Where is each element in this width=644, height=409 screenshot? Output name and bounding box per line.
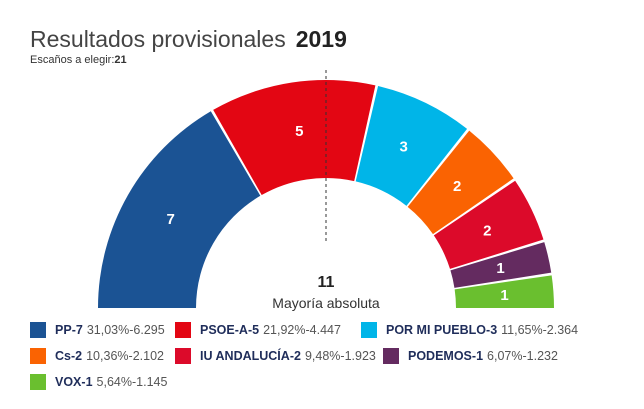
legend-separator: - (471, 349, 477, 363)
legend-votes: 2.364 (546, 323, 579, 337)
legend-swatch (175, 322, 191, 338)
arc-layer (98, 79, 554, 308)
legend-votes: 6.295 (133, 323, 165, 337)
legend-seats: 1 (85, 375, 93, 389)
legend-seats: 2 (75, 349, 83, 363)
legend-separator: - (129, 323, 134, 337)
legend-separator: - (305, 323, 310, 337)
arc-label-psoe-a: 5 (295, 123, 303, 140)
legend-item-cs: Cs - 2 10,36% - 2.102 (30, 348, 164, 364)
legend-swatch (30, 322, 46, 338)
legend-item-psoe-a: PSOE-A - 5 21,92% - 4.447 (175, 322, 341, 338)
legend-votes: 1.923 (344, 349, 376, 363)
legend-percent: 10,36% (86, 349, 129, 363)
arc-label-vox: 1 (500, 287, 508, 304)
legend-party-name: PSOE-A (200, 323, 248, 337)
legend-swatch (383, 348, 399, 364)
legend-separator: - (70, 349, 76, 363)
legend-swatch (30, 348, 46, 364)
arc-por-mi-pueblo (355, 86, 468, 206)
legend-percent: 5,64% (96, 375, 132, 389)
arc-psoe-a (213, 79, 376, 196)
legend-party-name: VOX (55, 375, 82, 389)
legend-party-name: IU ANDALUCÍA (200, 349, 290, 363)
legend-item-podemos: PODEMOS - 1 6,07% - 1.232 (383, 348, 558, 364)
legend-seats: 2 (293, 349, 301, 363)
page-title: Resultados provisionales 2019 (30, 26, 347, 53)
legend-swatch (30, 374, 46, 390)
legend-separator: - (71, 323, 76, 337)
legend-item-por-mi-pueblo: POR MI PUEBLO - 3 11,65% - 2.364 (361, 322, 578, 338)
legend-separator: - (289, 349, 294, 363)
legend-separator: - (247, 323, 253, 337)
legend-seats: 7 (75, 323, 83, 337)
legend-percent: 21,92% (263, 323, 306, 337)
legend-item-vox: VOX - 1 5,64% - 1.145 (30, 374, 167, 390)
legend-separator: - (131, 375, 137, 389)
legend-item-pp: PP - 7 31,03% - 6.295 (30, 322, 165, 338)
legend-seats: 3 (490, 323, 498, 337)
arc-label-pp: 7 (167, 211, 175, 228)
seats-label: Escaños a elegir: (30, 54, 115, 66)
legend-seats: 1 (476, 349, 484, 363)
arc-label-podemos: 1 (496, 260, 504, 277)
legend-votes: 2.102 (132, 349, 164, 363)
legend-votes: 4.447 (309, 323, 341, 337)
arc-iu-andaluc-a (433, 180, 544, 269)
legend-percent: 6,07% (487, 349, 523, 363)
legend-item-iu-andaluc-a: IU ANDALUCÍA - 2 9,48% - 1.923 (175, 348, 376, 364)
legend-separator: - (486, 323, 491, 337)
legend-votes: 1.145 (136, 375, 168, 389)
chart-header: Resultados provisionales 2019 Escaños a e… (30, 26, 347, 66)
arc-label-cs: 2 (453, 178, 461, 195)
legend-percent: 9,48% (304, 349, 341, 363)
arc-vox (454, 275, 554, 308)
legend-swatch (361, 322, 377, 338)
legend-seats: 5 (252, 323, 260, 337)
legend-party-name: PP (55, 323, 72, 337)
legend-percent: 31,03% (86, 323, 130, 337)
legend-party-name: PODEMOS (408, 349, 472, 363)
seats-to-elect: Escaños a elegir:21 (30, 54, 347, 66)
legend-separator: - (81, 375, 86, 389)
legend-votes: 1.232 (526, 349, 558, 363)
legend-separator: - (522, 349, 527, 363)
legend-party-name: POR MI PUEBLO (386, 323, 487, 337)
legend-swatch (175, 348, 191, 364)
arc-podemos (450, 242, 552, 288)
title-text: Resultados provisionales (30, 26, 286, 52)
legend-separator: - (128, 349, 133, 363)
title-year: 2019 (295, 26, 347, 52)
legend-percent: 11,65% (501, 323, 543, 337)
arc-cs (407, 130, 514, 235)
legend-separator: - (542, 323, 547, 337)
arc-pp (98, 111, 261, 308)
legend-party-name: Cs (55, 349, 71, 363)
legend-separator: - (340, 349, 345, 363)
arc-label-por-mi-pueblo: 3 (399, 139, 407, 156)
majority-number: 11 (318, 274, 335, 291)
majority-label: Mayoría absoluta (272, 295, 380, 311)
seats-total: 21 (114, 54, 127, 66)
arc-label-iu-andaluc-a: 2 (483, 222, 491, 239)
